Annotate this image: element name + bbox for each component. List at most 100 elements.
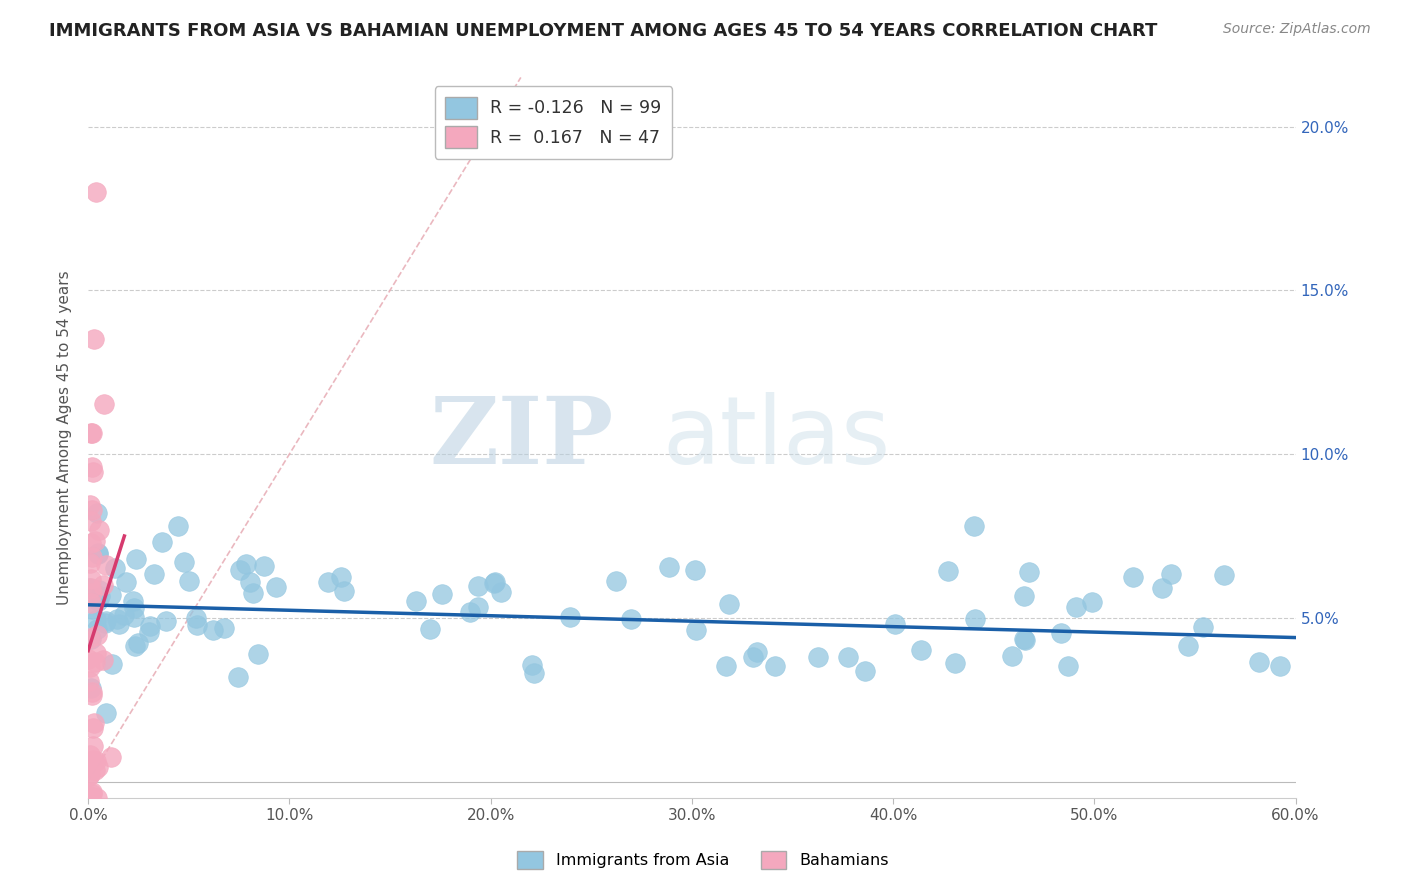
Point	[143, 566, 166, 581]
Point	[253, 559, 276, 574]
Point	[714, 658, 737, 673]
Point	[79, 748, 101, 763]
Point	[80, 425, 103, 440]
Point	[83, 715, 105, 730]
Point	[1057, 659, 1080, 673]
Point	[86, 791, 108, 805]
Point	[242, 585, 264, 599]
Point	[1122, 570, 1144, 584]
Point	[333, 584, 356, 599]
Point	[605, 574, 627, 589]
Point	[1012, 589, 1035, 603]
Point	[202, 623, 225, 637]
Point	[77, 674, 100, 689]
Point	[717, 597, 740, 611]
Point	[316, 575, 339, 590]
Point	[943, 656, 966, 670]
Point	[80, 536, 103, 550]
Point	[77, 768, 100, 782]
Point	[83, 655, 105, 669]
Point	[1049, 626, 1071, 640]
Point	[883, 617, 905, 632]
Point	[125, 552, 148, 566]
Point	[1018, 565, 1040, 579]
Point	[127, 636, 149, 650]
Point	[89, 583, 111, 598]
Point	[80, 572, 103, 586]
Point	[105, 612, 128, 626]
Point	[96, 558, 118, 572]
Point	[86, 622, 108, 636]
Point	[87, 594, 110, 608]
Point	[747, 645, 769, 659]
Point	[104, 560, 127, 574]
Y-axis label: Unemployment Among Ages 45 to 54 years: Unemployment Among Ages 45 to 54 years	[58, 270, 72, 605]
Point	[124, 639, 146, 653]
Point	[107, 617, 129, 632]
Point	[155, 614, 177, 628]
Point	[80, 586, 103, 600]
Point	[963, 611, 986, 625]
Point	[79, 499, 101, 513]
Point	[91, 653, 114, 667]
Point	[1191, 620, 1213, 634]
Point	[330, 570, 353, 584]
Point	[186, 611, 208, 625]
Point	[114, 608, 136, 623]
Point	[84, 185, 107, 199]
Point	[83, 333, 105, 347]
Point	[79, 791, 101, 805]
Point	[114, 575, 136, 590]
Point	[235, 558, 257, 572]
Point	[80, 602, 103, 616]
Point	[77, 582, 100, 596]
Point	[89, 523, 111, 537]
Point	[83, 533, 105, 548]
Point	[82, 788, 104, 802]
Point	[683, 563, 706, 577]
Point	[419, 622, 441, 636]
Legend: R = -0.126   N = 99, R =  0.167   N = 47: R = -0.126 N = 99, R = 0.167 N = 47	[434, 87, 672, 159]
Point	[87, 760, 110, 774]
Point	[82, 753, 104, 767]
Point	[80, 685, 103, 699]
Point	[1066, 599, 1088, 614]
Point	[82, 460, 104, 475]
Point	[94, 615, 117, 630]
Point	[122, 593, 145, 607]
Point	[1081, 595, 1104, 609]
Point	[79, 631, 101, 645]
Point	[685, 623, 707, 637]
Point	[84, 613, 107, 627]
Point	[658, 560, 681, 574]
Point	[458, 605, 481, 619]
Point	[853, 664, 876, 678]
Point	[264, 580, 287, 594]
Point	[741, 650, 763, 665]
Point	[96, 614, 118, 628]
Point	[1150, 581, 1173, 595]
Point	[82, 785, 104, 799]
Point	[93, 397, 115, 411]
Legend: Immigrants from Asia, Bahamians: Immigrants from Asia, Bahamians	[510, 845, 896, 875]
Point	[86, 628, 108, 642]
Point	[100, 657, 122, 672]
Point	[763, 659, 786, 673]
Point	[86, 546, 108, 560]
Point	[91, 578, 114, 592]
Point	[84, 646, 107, 660]
Point	[558, 610, 581, 624]
Point	[124, 610, 146, 624]
Point	[1000, 648, 1022, 663]
Point	[212, 621, 235, 635]
Point	[1012, 632, 1035, 646]
Point	[1268, 659, 1291, 673]
Text: ZIP: ZIP	[429, 392, 613, 483]
Point	[405, 594, 427, 608]
Point	[167, 519, 190, 533]
Point	[467, 578, 489, 592]
Point	[77, 652, 100, 666]
Point	[86, 506, 108, 520]
Point	[226, 670, 249, 684]
Point	[186, 618, 208, 632]
